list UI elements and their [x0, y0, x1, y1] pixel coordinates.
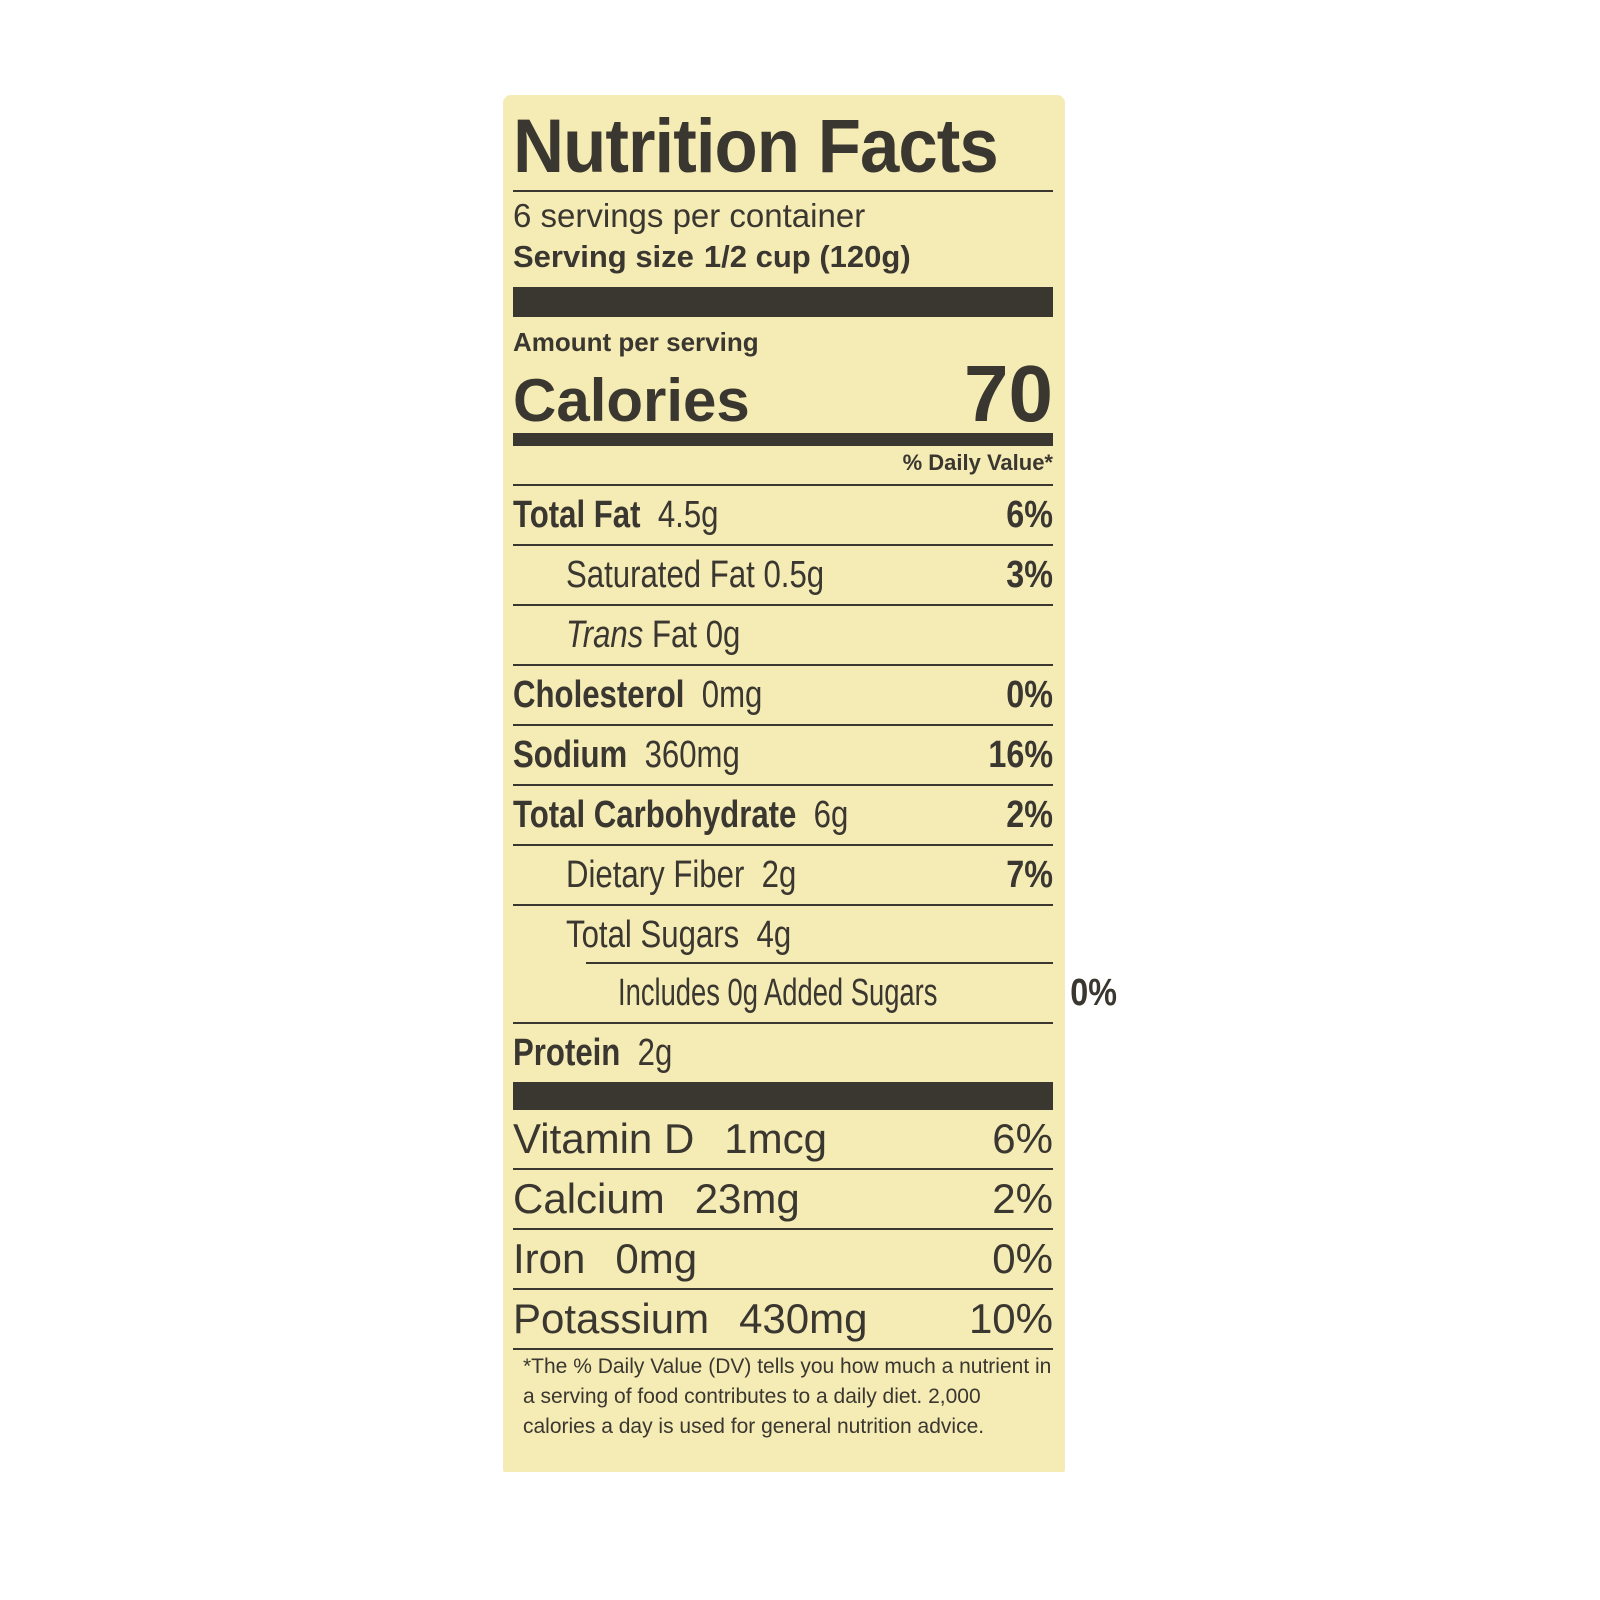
- calories-label: Calories: [513, 367, 750, 434]
- vitamin-row-iron: Iron 0mg 0%: [513, 1230, 1053, 1290]
- nutrient-row-total-carbohydrate: Total Carbohydrate 6g 2%: [513, 786, 1053, 846]
- divider: [513, 190, 1053, 192]
- serving-size-value: 1/2 cup (120g): [703, 239, 911, 274]
- medium-divider: [513, 433, 1053, 446]
- thick-divider: [513, 1082, 1053, 1110]
- daily-value-header: % Daily Value*: [513, 446, 1053, 486]
- nutrient-row-total-fat: Total Fat 4.5g 6%: [513, 486, 1053, 546]
- calories-row: Calories 70: [513, 349, 1053, 438]
- amount-per-serving: Amount per serving: [513, 327, 759, 357]
- nutrient-row-cholesterol: Cholesterol 0mg 0%: [513, 666, 1053, 726]
- vitamin-row-vitamin-d: Vitamin D 1mcg 6%: [513, 1110, 1053, 1170]
- thick-divider: [513, 287, 1053, 317]
- servings-per-container: 6 servings per container: [513, 197, 866, 234]
- serving-size: Serving size 1/2 cup (120g): [513, 237, 1053, 287]
- nutrient-row-trans-fat: Trans Fat 0g: [513, 606, 1053, 666]
- nutrient-row-protein: Protein 2g: [513, 1031, 673, 1074]
- nutrient-row-saturated-fat: Saturated Fat 0.5g 3%: [513, 546, 1053, 606]
- nutrient-row-dietary-fiber: Dietary Fiber 2g 7%: [513, 846, 1053, 906]
- nutrient-row-total-sugars: Total Sugars 4g: [513, 906, 1053, 964]
- vitamin-row-calcium: Calcium 23mg 2%: [513, 1170, 1053, 1230]
- serving-size-label: Serving size: [513, 239, 694, 274]
- nutrient-row-added-sugars: Includes 0g Added Sugars 0%: [513, 964, 1117, 1024]
- label-title: Nutrition Facts: [513, 104, 999, 189]
- nutrient-row-sodium: Sodium 360mg 16%: [513, 726, 1053, 786]
- footnote: *The % Daily Value (DV) tells you how mu…: [523, 1355, 1052, 1438]
- vitamin-row-potassium: Potassium 430mg 10%: [513, 1290, 1053, 1350]
- calories-value: 70: [964, 349, 1053, 438]
- nutrition-facts-label: Nutrition Facts 6 servings per container…: [503, 95, 1117, 1472]
